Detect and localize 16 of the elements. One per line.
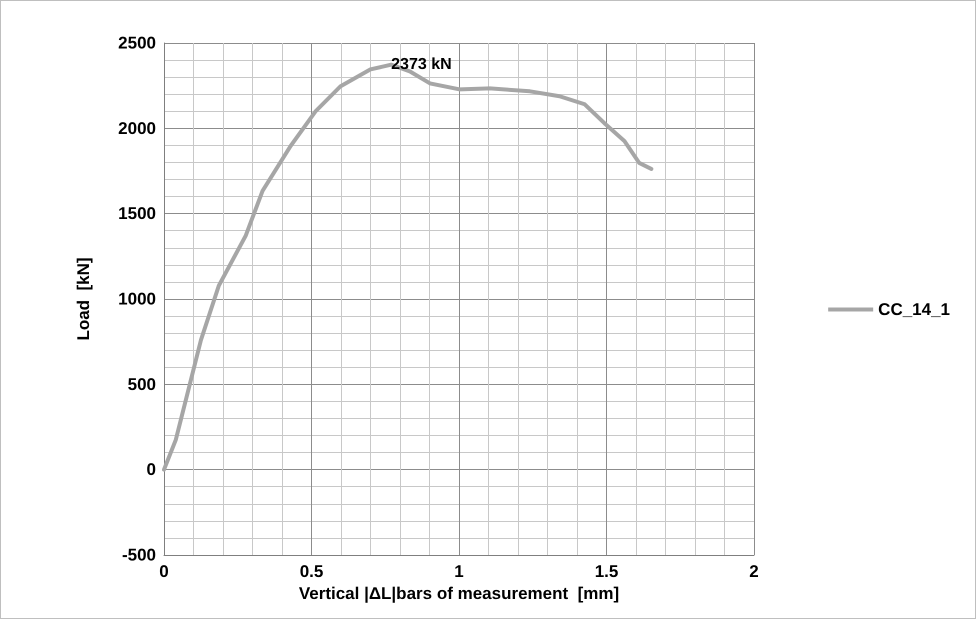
x-tick-label: 0.5 bbox=[300, 562, 324, 581]
y-tick-label: 2500 bbox=[118, 34, 156, 52]
x-tick-label: 1 bbox=[454, 562, 464, 581]
y-tick-label: 1500 bbox=[118, 204, 156, 224]
legend-label: CC_14_1 bbox=[878, 300, 950, 319]
y-tick-label: -500 bbox=[122, 546, 156, 564]
x-axis-title: Vertical |ΔL|bars of measurement [mm] bbox=[298, 584, 620, 603]
y-axis-title: Load [kN] bbox=[74, 257, 93, 341]
x-tick-label: 2 bbox=[749, 562, 759, 581]
y-tick-label: 1000 bbox=[118, 290, 156, 308]
x-tick-label: 0 bbox=[159, 562, 169, 581]
x-tick-label: 1.5 bbox=[594, 562, 618, 581]
y-tick-label: 0 bbox=[146, 460, 156, 480]
y-tick-label: 2000 bbox=[118, 118, 156, 138]
annotation: 2373 kN bbox=[391, 56, 452, 74]
y-tick-label: 500 bbox=[128, 374, 156, 394]
